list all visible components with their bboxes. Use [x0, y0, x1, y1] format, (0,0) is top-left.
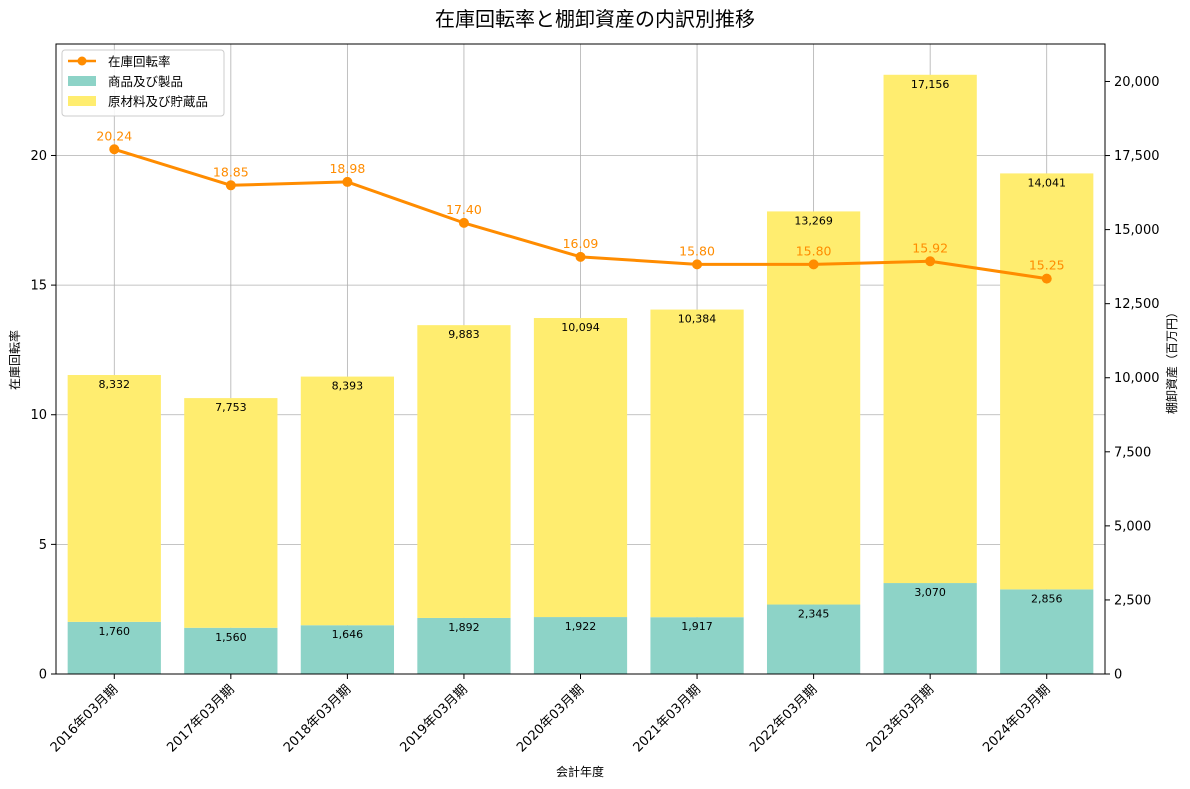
bar-materials	[184, 398, 278, 628]
legend-swatch-materials	[68, 96, 96, 106]
bar-materials	[417, 325, 511, 618]
turnover-label: 20.24	[96, 128, 132, 143]
axis-right: 0 2,500 5,000 7,500 10,000 12,500 15,000 17,500…	[1105, 75, 1160, 683]
bar-label-materials: 8,393	[332, 380, 364, 393]
tick-label-right: 15,000	[1114, 223, 1160, 238]
bar-label-materials: 13,269	[794, 214, 833, 227]
y-axis-label-right: 棚卸資産（百万円）	[1164, 306, 1179, 414]
turnover-point	[225, 180, 236, 191]
tick-label-left: 20	[30, 149, 47, 164]
bar-products	[67, 621, 161, 674]
bar-label-materials: 17,156	[911, 78, 950, 91]
tick-label-right: 12,500	[1114, 297, 1160, 312]
turnover-point	[342, 176, 353, 187]
turnover-label: 15.92	[912, 240, 948, 255]
bar-label-products: 2,345	[798, 608, 830, 621]
bar-label-materials: 7,753	[215, 401, 247, 414]
tick-label-right: 2,500	[1114, 593, 1151, 608]
tick-label-right: 7,500	[1114, 445, 1151, 460]
bars	[67, 74, 1094, 674]
tick-label-x: 2020年03月期	[514, 682, 587, 755]
bar-products	[650, 617, 744, 674]
tick-label-x: 2024年03月期	[980, 682, 1053, 755]
tick-label-x: 2018年03月期	[281, 682, 354, 755]
bar-materials	[1000, 173, 1094, 590]
bar-label-materials: 10,384	[678, 313, 717, 326]
turnover-label: 15.80	[796, 243, 832, 258]
legend: 在庫回転率 商品及び製品 原材料及び貯蔵品	[61, 49, 225, 117]
bar-materials	[650, 309, 744, 618]
legend-swatch-products	[68, 76, 96, 86]
bar-label-products: 1,646	[332, 628, 364, 641]
turnover-label: 15.80	[679, 243, 715, 258]
turnover-label: 18.98	[329, 161, 365, 176]
bar-materials	[300, 376, 395, 626]
bar-label-materials: 10,094	[561, 321, 600, 334]
turnover-point	[458, 217, 469, 228]
legend-label-turnover: 在庫回転率	[108, 54, 171, 69]
bar-label-products: 3,070	[914, 586, 946, 599]
line-series: 20.24 18.85 18.98 17.40 16.09 15.80 15.80 15.92…	[96, 128, 1065, 284]
turnover-point	[692, 259, 703, 270]
tick-label-right: 20,000	[1114, 75, 1160, 90]
legend-box	[61, 49, 225, 117]
tick-label-right: 17,500	[1114, 149, 1160, 164]
bar-label-materials: 9,883	[448, 328, 480, 341]
tick-label-x: 2022年03月期	[747, 682, 820, 755]
bar-label-materials: 8,332	[99, 378, 131, 391]
tick-label-left: 5	[39, 538, 47, 553]
bar-products	[300, 625, 395, 674]
turnover-point	[925, 256, 936, 267]
bar-labels: 1,760 8,332 1,560 7,753 1,646 8,393 1,892 9,883…	[99, 78, 1066, 644]
legend-label-materials: 原材料及び貯蔵品	[108, 94, 208, 109]
turnover-label: 15.25	[1029, 258, 1065, 273]
tick-label-right: 5,000	[1114, 519, 1151, 534]
tick-label-left: 10	[30, 408, 47, 423]
legend-line-marker	[77, 56, 87, 66]
bar-products	[417, 617, 511, 674]
y-axis-label-left: 在庫回転率	[7, 330, 22, 390]
axis-left: 0 5 10 15 20	[30, 149, 56, 683]
turnover-label: 17.40	[446, 202, 482, 217]
tick-label-left: 15	[30, 279, 47, 294]
tick-label-x: 2016年03月期	[48, 682, 121, 755]
tick-label-x: 2019年03月期	[397, 682, 470, 755]
bar-label-products: 1,917	[681, 620, 713, 633]
legend-label-products: 商品及び製品	[108, 74, 183, 89]
bar-materials	[67, 375, 161, 622]
bar-products	[533, 617, 628, 674]
x-axis-label: 会計年度	[556, 764, 604, 779]
turnover-point	[808, 259, 819, 270]
tick-label-right: 10,000	[1114, 371, 1160, 386]
turnover-label: 18.85	[213, 164, 249, 179]
bar-label-products: 2,856	[1031, 592, 1063, 605]
bar-label-materials: 14,041	[1027, 176, 1066, 189]
bar-label-products: 1,560	[215, 631, 247, 644]
tick-label-x: 2023年03月期	[864, 682, 937, 755]
turnover-label: 16.09	[563, 236, 599, 251]
bar-materials	[883, 74, 977, 584]
bar-products	[184, 627, 278, 674]
bar-label-products: 1,760	[99, 625, 131, 638]
tick-label-left: 0	[39, 668, 47, 683]
tick-label-right: 0	[1114, 668, 1122, 683]
bar-label-products: 1,892	[448, 621, 480, 634]
bar-products	[766, 604, 861, 674]
bar-products	[1000, 589, 1094, 674]
chart-title: 在庫回転率と棚卸資産の内訳別推移	[435, 7, 755, 31]
tick-label-x: 2021年03月期	[631, 682, 704, 755]
turnover-point	[1041, 273, 1052, 284]
turnover-point	[575, 251, 586, 262]
axis-x: 2016年03月期 2017年03月期 2018年03月期 2019年03月期 2020…	[48, 674, 1054, 756]
turnover-point	[109, 144, 120, 155]
bar-materials	[533, 318, 628, 618]
bar-label-products: 1,922	[565, 620, 597, 633]
tick-label-x: 2017年03月期	[164, 682, 237, 755]
bar-products	[883, 583, 977, 674]
bar-materials	[766, 211, 861, 605]
